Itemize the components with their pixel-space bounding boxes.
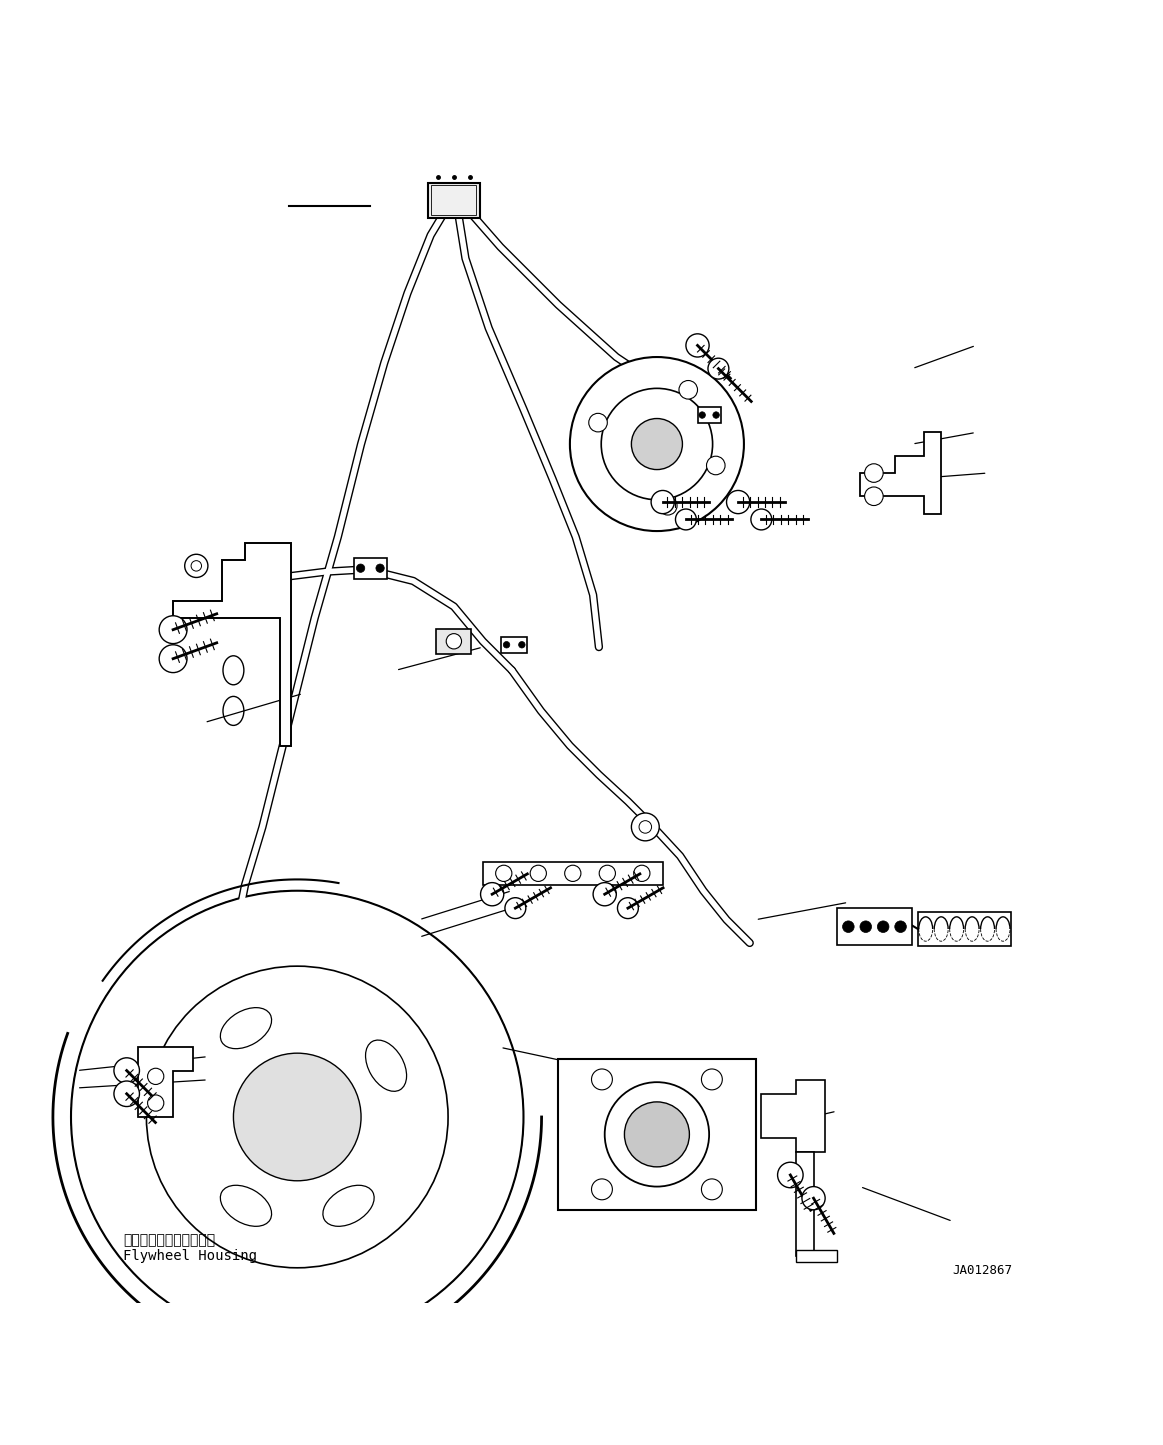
Bar [428, 184, 480, 218]
Circle shape [842, 920, 854, 932]
Circle shape [588, 413, 607, 432]
Circle shape [495, 866, 512, 881]
Circle shape [701, 1179, 722, 1199]
Bar [836, 907, 912, 945]
Circle shape [618, 897, 638, 919]
Polygon shape [797, 1152, 814, 1256]
Circle shape [148, 1068, 164, 1085]
Circle shape [530, 866, 547, 881]
Circle shape [605, 1082, 709, 1186]
Bar [501, 637, 527, 653]
Circle shape [802, 1186, 825, 1209]
Circle shape [651, 490, 675, 513]
Circle shape [592, 1179, 613, 1199]
Ellipse shape [323, 1185, 374, 1227]
Ellipse shape [220, 1185, 272, 1227]
Bar [698, 407, 721, 423]
Circle shape [751, 509, 772, 530]
Polygon shape [173, 543, 292, 746]
Circle shape [159, 616, 187, 643]
Circle shape [505, 897, 526, 919]
Circle shape [447, 633, 462, 649]
Circle shape [480, 883, 504, 906]
Circle shape [679, 380, 698, 399]
Circle shape [159, 644, 187, 672]
Circle shape [601, 389, 713, 500]
Bar [918, 912, 1011, 946]
Circle shape [676, 509, 697, 530]
Bar [431, 185, 477, 215]
Bar [558, 1059, 756, 1209]
Polygon shape [138, 1048, 193, 1117]
Polygon shape [762, 1079, 825, 1152]
Circle shape [234, 1053, 361, 1181]
Text: Flywheel Housing: Flywheel Housing [123, 1248, 257, 1263]
Circle shape [504, 642, 509, 647]
Bar [354, 558, 386, 578]
Circle shape [864, 487, 883, 506]
Circle shape [592, 1069, 613, 1090]
Circle shape [599, 866, 615, 881]
Bar [436, 629, 471, 655]
Circle shape [727, 490, 750, 513]
Circle shape [778, 1162, 804, 1188]
Circle shape [894, 920, 906, 932]
Circle shape [701, 1069, 722, 1090]
Circle shape [632, 814, 659, 841]
Circle shape [570, 357, 744, 532]
Circle shape [859, 920, 871, 932]
Circle shape [71, 890, 523, 1344]
Circle shape [713, 412, 720, 418]
Circle shape [634, 866, 650, 881]
Polygon shape [859, 432, 941, 513]
Circle shape [114, 1081, 140, 1107]
Circle shape [625, 1103, 690, 1168]
Circle shape [708, 358, 729, 379]
Circle shape [632, 419, 683, 470]
Ellipse shape [365, 1040, 407, 1091]
Polygon shape [797, 1250, 836, 1261]
Circle shape [593, 883, 616, 906]
Ellipse shape [220, 1007, 272, 1049]
Circle shape [114, 1058, 140, 1084]
Circle shape [864, 464, 883, 483]
Circle shape [185, 555, 208, 578]
Circle shape [706, 457, 725, 475]
Circle shape [658, 497, 677, 514]
Text: JA012867: JA012867 [952, 1263, 1013, 1276]
Circle shape [877, 920, 889, 932]
Circle shape [147, 967, 448, 1267]
Circle shape [519, 642, 526, 647]
Circle shape [356, 564, 365, 572]
Circle shape [148, 1095, 164, 1111]
Circle shape [376, 564, 384, 572]
Text: フライホイルハウジング: フライホイルハウジング [123, 1234, 215, 1247]
Circle shape [565, 866, 582, 881]
Circle shape [638, 821, 651, 834]
Circle shape [699, 412, 706, 418]
Polygon shape [483, 861, 663, 884]
Circle shape [191, 561, 201, 571]
Circle shape [686, 334, 709, 357]
